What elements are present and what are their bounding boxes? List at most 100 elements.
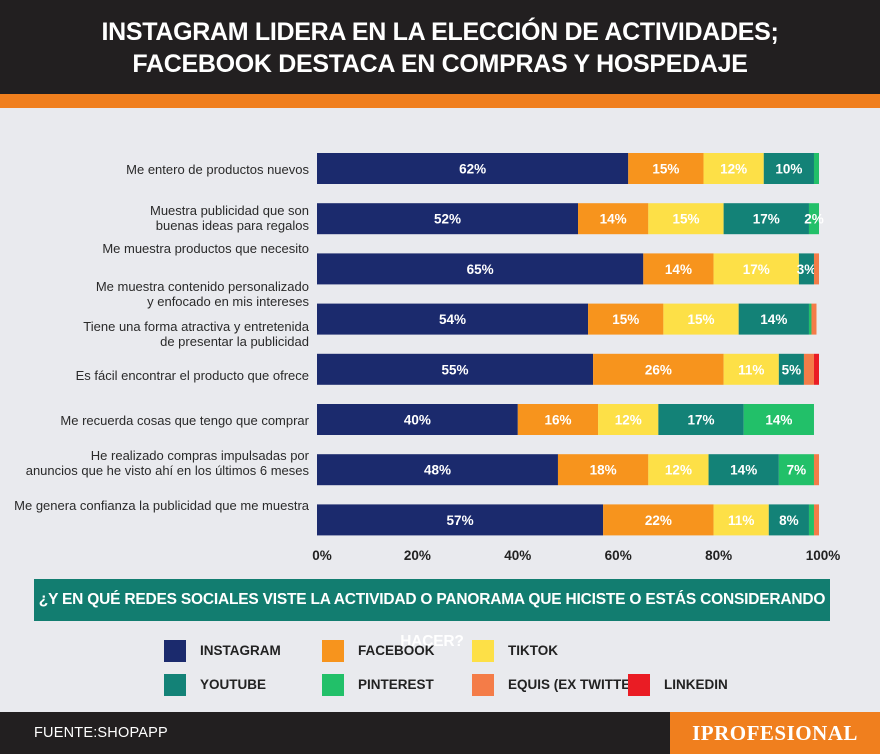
data-label: 17%: [743, 262, 770, 277]
data-label: 15%: [652, 162, 679, 177]
bar-segment: [598, 404, 659, 435]
question-banner: ¿Y EN QUÉ REDES SOCIALES VISTE LA ACTIVI…: [34, 579, 830, 650]
category-label: Es fácil encontrar el producto que ofrec…: [76, 368, 309, 383]
category-label: y enfocado en mis intereses: [147, 294, 309, 309]
data-label: 11%: [738, 362, 764, 377]
bar-segment: [813, 454, 819, 486]
data-label: 2%: [804, 212, 824, 227]
bar-segment: [317, 454, 558, 486]
data-label: 15%: [612, 312, 639, 327]
data-label: 5%: [782, 362, 802, 377]
bar-segment: [808, 303, 812, 335]
bar-segment: [743, 404, 814, 435]
x-tick-label: 20%: [404, 548, 431, 563]
data-label: 26%: [645, 362, 672, 377]
data-label: 14%: [765, 413, 792, 428]
bar-segment: [713, 253, 799, 285]
legend-swatch: [472, 640, 494, 662]
category-label: Muestra publicidad que son: [150, 203, 309, 218]
category-label: Me muestra productos que necesito: [102, 241, 309, 256]
data-label: 12%: [665, 463, 692, 478]
legend-label: YOUTUBE: [200, 677, 267, 692]
bar-segment: [643, 253, 714, 285]
data-label: 11%: [728, 513, 754, 528]
category-label: Me muestra contenido personalizado: [96, 279, 309, 294]
legend-swatch: [472, 674, 494, 696]
data-label: 14%: [665, 262, 692, 277]
bar-segment: [628, 153, 704, 184]
category-label: Tiene una forma atractiva y entretenida: [83, 319, 309, 334]
bar-segment: [813, 353, 819, 385]
x-tick-label: 0%: [312, 548, 332, 563]
bar-segment: [708, 454, 779, 486]
bar-segment: [811, 303, 817, 335]
category-labels: Me entero de productos nuevos Muestra pub…: [14, 162, 310, 513]
bar-segment: [557, 454, 649, 486]
bar-segment: [663, 303, 739, 335]
data-label: 10%: [775, 162, 802, 177]
bar-segment: [317, 404, 518, 435]
data-label: 12%: [615, 413, 642, 428]
bar-segment: [317, 504, 604, 536]
bar-segment: [778, 353, 804, 385]
bar-segment: [778, 454, 814, 486]
x-tick-label: 80%: [705, 548, 732, 563]
data-label: 57%: [447, 513, 474, 528]
data-label: 8%: [779, 513, 799, 528]
category-label: Me recuerda cosas que tengo que comprar: [60, 413, 309, 428]
legend-swatch: [628, 674, 650, 696]
data-label: 12%: [720, 162, 747, 177]
category-label: anuncios que he visto ahí en los últimos…: [26, 463, 310, 478]
x-tick-label: 60%: [605, 548, 632, 563]
data-label: 18%: [590, 463, 617, 478]
x-axis-ticks: 0% 20% 40% 60% 80% 100%: [312, 548, 840, 563]
bar-segment: [813, 153, 819, 184]
bar-segment: [813, 504, 819, 536]
data-label: 15%: [688, 312, 715, 327]
data-label: 3%: [797, 262, 817, 277]
data-label: 52%: [434, 212, 461, 227]
bar-segment: [517, 404, 599, 435]
bar-segment: [738, 303, 809, 335]
bar-segment: [723, 203, 809, 235]
data-label: 17%: [753, 212, 780, 227]
accent-bar: [0, 94, 880, 108]
title-line-2: FACEBOOK DESTACA EN COMPRAS Y HOSPEDAJE: [132, 50, 748, 78]
bar-segment: [578, 203, 649, 235]
bar-segment: [317, 253, 644, 285]
data-label: 14%: [760, 312, 787, 327]
data-label: 16%: [544, 413, 571, 428]
legend-swatch: [164, 640, 186, 662]
category-label: Me genera confianza la publicidad que me…: [14, 498, 310, 513]
bar-segment: [798, 253, 814, 285]
data-label: 40%: [404, 413, 431, 428]
x-tick-label: 100%: [806, 548, 841, 563]
category-label: Me entero de productos nuevos: [126, 162, 309, 177]
bar-segment: [648, 454, 709, 486]
legend-label: FACEBOOK: [358, 643, 435, 658]
data-label: 14%: [730, 463, 757, 478]
data-label: 7%: [787, 463, 807, 478]
legend-label: PINTEREST: [358, 677, 434, 692]
category-label: He realizado compras impulsadas por: [91, 448, 310, 463]
legend-label: INSTAGRAM: [200, 643, 281, 658]
bar-segment: [593, 353, 724, 385]
legend-swatch: [322, 674, 344, 696]
bar-segment: [713, 504, 769, 536]
bar-segment: [803, 353, 814, 385]
legend-label: EQUIS (EX TWITTER): [508, 677, 645, 692]
legend-swatch: [164, 674, 186, 696]
header: INSTAGRAM LIDERA EN LA ELECCIÓN DE ACTIV…: [0, 0, 880, 94]
bar-segment: [588, 303, 664, 335]
legend-swatch: [322, 640, 344, 662]
legend-label: TIKTOK: [508, 643, 558, 658]
bar-segment: [808, 203, 819, 235]
bars: 62% 15% 12% 10% 52% 14% 15% 17% 2% 65% 14% 17% 3% 54%…: [317, 153, 824, 536]
bar-segment: [703, 153, 764, 184]
brand-logo: IPROFESIONAL: [670, 712, 880, 754]
bar-segment: [317, 153, 629, 184]
bar-segment: [658, 404, 744, 435]
data-label: 15%: [672, 212, 699, 227]
bar-segment: [813, 253, 819, 285]
